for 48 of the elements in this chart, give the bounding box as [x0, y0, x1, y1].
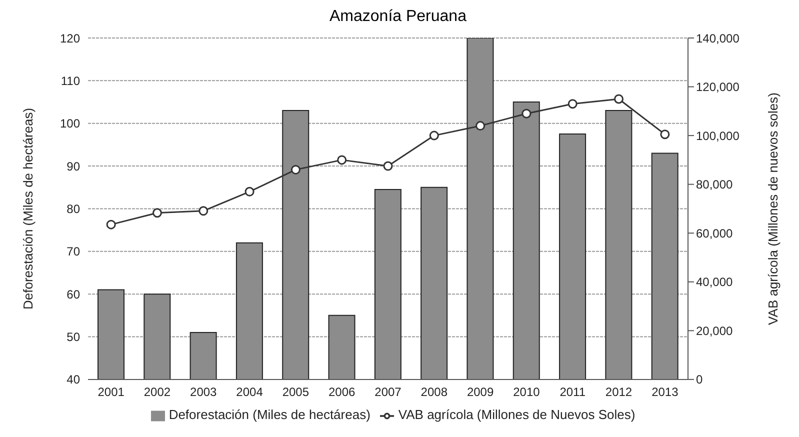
y-tick-label: 90 [66, 159, 80, 174]
x-tick-label: 2006 [328, 384, 356, 399]
point [198, 206, 208, 216]
point [337, 155, 347, 165]
y2-tick-label: 100,000 [696, 128, 740, 143]
x-tick-label: 2007 [374, 384, 402, 399]
y2-tick-label: 80,000 [696, 178, 734, 192]
x-tick-label: 2013 [652, 384, 679, 399]
point [614, 94, 624, 104]
point [660, 130, 670, 140]
y-tick-label: 120 [60, 31, 80, 46]
y-tick-label: 80 [66, 202, 80, 216]
x-tick-label: 2008 [420, 384, 448, 399]
x-tick-label: 2001 [98, 384, 125, 399]
x-tick-label: 2011 [560, 384, 586, 399]
point [522, 108, 532, 118]
point [429, 130, 439, 140]
x-tick-label: 2003 [190, 384, 218, 399]
point [106, 220, 116, 230]
y2-tick-label: 40,000 [696, 275, 734, 290]
y2-tick-label: 20,000 [696, 324, 734, 338]
point [568, 99, 578, 109]
point [383, 161, 393, 171]
y-tick-label: 60 [66, 287, 80, 302]
y2-tick-label: 120,000 [696, 80, 740, 94]
x-tick-label: 2002 [144, 384, 171, 399]
y2-axis-title: VAB agrícola (Millones de nuevos soles) [766, 92, 781, 325]
y-tick-label: 50 [66, 330, 80, 344]
x-tick-label: 2004 [236, 384, 264, 399]
chart-title: Amazonía Peruana [328, 8, 468, 27]
point [476, 121, 486, 131]
y-tick-label: 100 [60, 116, 80, 131]
y-tick-label: 110 [60, 74, 80, 88]
x-tick-label: 2012 [605, 384, 632, 399]
y2-tick-label: 140,000 [696, 31, 740, 46]
x-tick-label: 2010 [513, 384, 540, 399]
x-tick-label: 2005 [282, 384, 310, 399]
y2-tick-label: 60,000 [696, 226, 734, 240]
y-axis-title: Deforestación (Miles de hectáreas) [20, 108, 36, 310]
y-tick-label: 40 [66, 372, 80, 387]
point [290, 164, 300, 174]
point [152, 208, 162, 218]
legend-label: Deforestación (Miles de hectáreas) [168, 407, 370, 422]
y2-tick-label: 0 [696, 372, 703, 387]
point [244, 186, 254, 196]
x-tick-label: 2009 [466, 384, 494, 399]
legend-label: VAB agrícola (Millones de Nuevos Soles) [398, 407, 636, 422]
y-tick-label: 70 [66, 244, 80, 259]
